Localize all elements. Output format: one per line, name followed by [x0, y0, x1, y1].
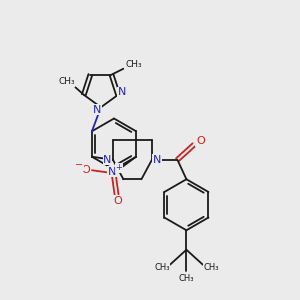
Text: CH₃: CH₃ [125, 60, 142, 69]
Text: N: N [108, 167, 116, 177]
Text: CH₃: CH₃ [179, 274, 194, 283]
Text: N: N [117, 87, 126, 98]
Text: CH₃: CH₃ [154, 263, 170, 272]
Text: O: O [196, 136, 205, 146]
Text: N: N [93, 105, 101, 115]
Text: O: O [82, 165, 90, 175]
Text: CH₃: CH₃ [203, 263, 219, 272]
Text: N: N [103, 155, 112, 165]
Text: O: O [114, 196, 122, 206]
Text: −: − [75, 160, 83, 170]
Text: N: N [153, 155, 161, 165]
Text: CH₃: CH₃ [58, 77, 75, 86]
Text: +: + [116, 163, 122, 172]
